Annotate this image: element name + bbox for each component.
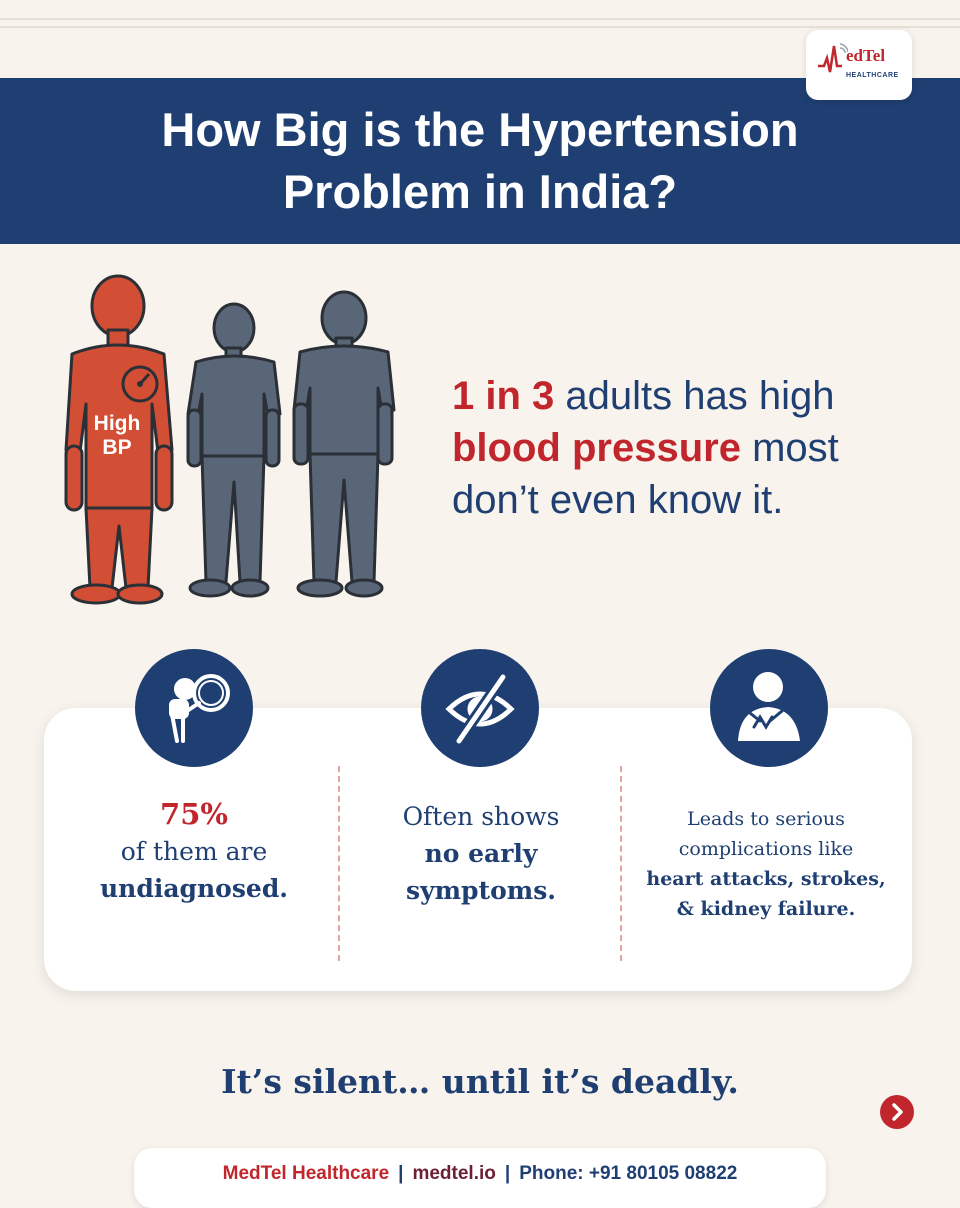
- chevron-right-icon: [892, 1103, 903, 1121]
- title-banner: How Big is the Hypertension Problem in I…: [0, 78, 960, 244]
- symptoms-line-1: Often shows: [402, 802, 560, 831]
- footer-brand: MedTel Healthcare: [222, 1163, 390, 1184]
- tagline: It’s silent… until it’s deadly.: [221, 1062, 739, 1101]
- next-slide-button[interactable]: [880, 1095, 914, 1129]
- stat-text-1: adults has high: [554, 374, 835, 418]
- heartbeat-icon: [818, 43, 848, 73]
- undiagnosed-line-1: of them are: [120, 837, 268, 866]
- symptoms-line-3: symptoms.: [406, 876, 556, 905]
- symptoms-line-2: no early: [424, 839, 538, 868]
- undiagnosed-percent: 75%: [160, 797, 228, 831]
- people-figures-icon: [64, 274, 396, 605]
- top-rule: [0, 18, 960, 20]
- footer-website[interactable]: medtel.io: [412, 1163, 496, 1184]
- stat-emphasis: blood pressure: [452, 426, 741, 470]
- stat-text-2: most don’t even know it.: [452, 426, 839, 522]
- complications-line-2: complications like: [678, 838, 854, 860]
- undiagnosed-line-2: undiagnosed.: [99, 874, 289, 903]
- stat-number: 1 in 3: [452, 374, 555, 418]
- logo-name: edTel: [846, 46, 886, 65]
- footer-phone[interactable]: Phone: +91 80105 08822: [519, 1163, 738, 1184]
- high-bp-label: High BP: [93, 412, 141, 459]
- card-divider-2: [620, 766, 622, 961]
- complications-line-3: heart attacks, strokes,: [646, 868, 886, 890]
- fact-no-symptoms: Often shows no early symptoms.: [350, 798, 612, 909]
- logo-subtitle: HEALTHCARE: [846, 72, 899, 79]
- chest-pain-icon: [710, 649, 828, 767]
- key-statistic: 1 in 3 adults has high blood pressure mo…: [452, 370, 922, 526]
- card-divider-1: [338, 766, 340, 961]
- fact-complications: Leads to serious complications like hear…: [630, 804, 902, 924]
- footer-separator-2: |: [504, 1163, 511, 1184]
- top-rule-2: [0, 26, 960, 28]
- eye-slash-icon: [421, 649, 539, 767]
- magnifier-person-icon: [135, 649, 253, 767]
- medtel-logo: edTel HEALTHCARE: [806, 30, 912, 100]
- contact-footer: MedTel Healthcare | medtel.io | Phone: +91 8…: [134, 1148, 826, 1208]
- fact-undiagnosed: 75% of them are undiagnosed.: [80, 796, 308, 907]
- footer-separator-1: |: [398, 1163, 404, 1184]
- page-title: How Big is the Hypertension Problem in I…: [161, 103, 799, 218]
- complications-line-1: Leads to serious: [687, 808, 845, 830]
- people-illustration: High BP: [52, 270, 412, 615]
- complications-line-4: & kidney failure.: [676, 898, 856, 920]
